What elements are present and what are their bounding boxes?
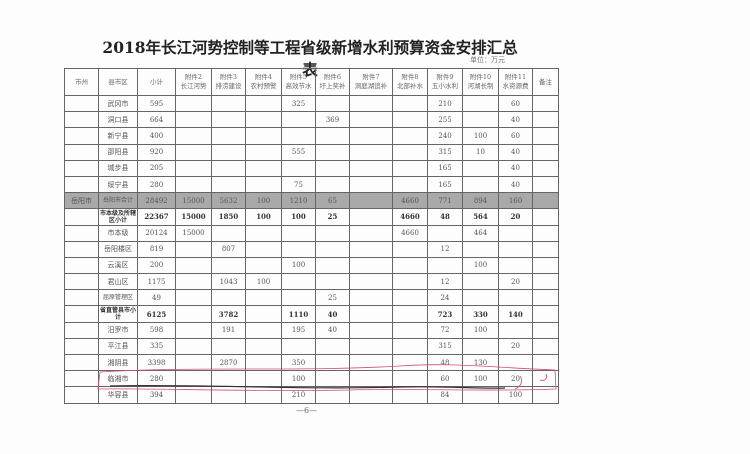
column-header: 附件4 农村预警 (245, 68, 282, 96)
black-pen-stroke (109, 384, 506, 389)
red-circle-mark (97, 364, 557, 391)
table-row: 岳阳市 岳阳市合计 28492 15000 5632 100 1210 65 4660 771 89… (64, 192, 559, 210)
table-cell: 岳阳市合计 (98, 192, 138, 210)
table-row: 华容县 394 210 84 100 (64, 386, 559, 404)
column-header: 附件7 洞庭湖追补 (349, 68, 393, 96)
page-number: —6— (296, 406, 318, 415)
table-cell (349, 192, 393, 210)
table-row: 邵阳县 920 555 315 10 40 (64, 143, 559, 161)
red-bracket-mark (514, 373, 548, 390)
table-cell (532, 386, 559, 404)
column-header: 县市区 (98, 68, 138, 96)
table-cell: 28492 (137, 192, 176, 210)
table-row: 绥宁县 280 75 165 40 (64, 175, 559, 194)
table-cell: 岳阳市 (64, 192, 99, 210)
table-row: 云溪区 200 100 100 (64, 256, 559, 275)
table-row: 君山区 1175 1043 100 12 20 (64, 273, 559, 291)
column-header: 附件9 五小水利 (427, 68, 463, 96)
table-cell: 4660 (392, 192, 428, 210)
column-header: 备注 (532, 68, 559, 96)
table-row: 市本级及所辖区小计 22367 15000 1850 100 100 25 4660 48 564… (64, 208, 559, 226)
table-row: 汨罗市 598 191 195 40 72 100 (64, 321, 559, 339)
table-cell: 15000 (175, 192, 212, 210)
table-cell: 771 (427, 192, 463, 210)
table-row: 省直管县市小计 6125 3782 1110 40 723 330 140 (64, 305, 559, 323)
table-cell: 5632 (211, 192, 246, 210)
table-header-row: 市州 县市区 小计 附件2 长江河势 附件3 排涝建设 附件4 农村预警 附件5 高效节水附… (64, 68, 559, 96)
budget-summary-table: 市州 县市区 小计 附件2 长江河势 附件3 排涝建设 附件4 农村预警 附件5 高效节水附… (64, 68, 559, 404)
table-row: 临湘市 280 100 60 100 20 (64, 370, 559, 388)
unit-label: 单位：万元 (470, 56, 505, 64)
table-cell (532, 192, 559, 210)
table-row: 新宁县 400 240 100 60 (64, 127, 559, 145)
column-header: 附件8 北部补水 (392, 68, 428, 96)
table-cell: 894 (462, 192, 499, 210)
column-header: 附件6 圩上奖补 (315, 68, 350, 96)
column-header: 附件3 排涝建设 (211, 68, 246, 96)
table-row: 武冈市 595 325 210 60 (64, 94, 559, 113)
table-row: 市本级 20124 15000 4660 464 (64, 224, 559, 242)
column-header: 附件10 河湖长制 (462, 68, 499, 96)
